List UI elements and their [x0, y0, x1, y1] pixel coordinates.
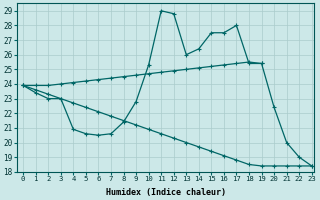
X-axis label: Humidex (Indice chaleur): Humidex (Indice chaleur) [106, 188, 226, 197]
